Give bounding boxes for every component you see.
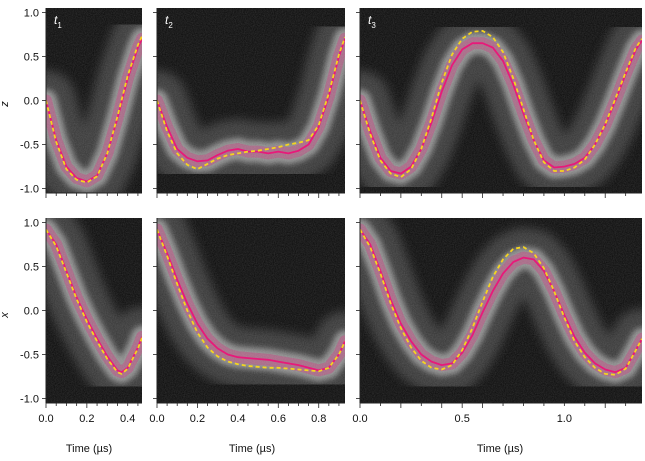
y-tick-label: -1.0 — [20, 184, 39, 196]
y-tick-label: 1.0 — [24, 7, 39, 19]
xlabel-3: Time (µs) — [477, 443, 523, 455]
y-tick-label: -0.5 — [20, 140, 39, 152]
panel-z-t3: t3 — [356, 8, 642, 198]
panel-label-subscript: 2 — [168, 21, 173, 30]
panels-group: 1.0 0.5 0.0 -0.5 -1.0 t1 t2 t3 1.0 0.5 0.0 -0.5 -1.0… — [20, 7, 642, 425]
panel-label: t1 — [54, 13, 62, 30]
x-tick-label: 0.4 — [230, 413, 245, 425]
panel-x-t2: 0.0 0.2 0.4 0.6 0.8 — [149, 218, 345, 425]
series-line-predicted — [360, 29, 642, 179]
y-tick-label: 1.0 — [24, 217, 39, 229]
x-tick-label: 1.0 — [557, 413, 572, 425]
x-tick-label: 0.6 — [271, 413, 286, 425]
series-line-measured — [360, 228, 642, 374]
x-tick-label: 0.0 — [38, 413, 53, 425]
density-noise — [360, 218, 642, 403]
panel-label: t3 — [368, 13, 376, 30]
density-noise — [157, 8, 345, 193]
x-tick-label: 0.2 — [190, 413, 205, 425]
x-tick-label: 0.4 — [120, 413, 135, 425]
y-tick-label: 0.0 — [24, 306, 39, 318]
row-label-x: x — [0, 312, 11, 319]
figure-labels: z x Time (µs) Time (µs) Time (µs) — [0, 101, 523, 455]
panel-x-t1: 1.0 0.5 0.0 -0.5 -1.0 0.0 0.2 0.4 — [20, 217, 142, 425]
series-line-predicted — [360, 229, 642, 376]
panel-z-t1: 1.0 0.5 0.0 -0.5 -1.0 t1 — [20, 7, 142, 198]
panel-label-subscript: 3 — [371, 21, 376, 30]
panel-label: t2 — [165, 13, 173, 30]
density-noise — [46, 8, 142, 193]
panel-x-t3: 0.0 0.5 1.0 — [352, 218, 642, 425]
row-label-z: z — [0, 101, 11, 108]
xlabel-2: Time (µs) — [229, 443, 275, 455]
y-tick-label: 0.5 — [24, 261, 39, 273]
density-noise — [157, 218, 345, 403]
density-noise — [360, 8, 642, 193]
x-tick-label: 0.0 — [352, 413, 367, 425]
x-tick-label: 0.2 — [79, 413, 94, 425]
series-line-measured — [360, 40, 642, 175]
x-tick-label: 0.8 — [311, 413, 326, 425]
y-tick-label: 0.0 — [24, 96, 39, 108]
panel-z-t2: t2 — [153, 8, 345, 198]
series-line-predicted — [46, 229, 142, 375]
x-tick-label: 0.5 — [455, 413, 470, 425]
x-tick-label: 0.0 — [149, 413, 164, 425]
series-line-predicted — [157, 36, 345, 171]
y-tick-label: -0.5 — [20, 350, 39, 362]
series-line-measured — [157, 229, 345, 372]
series-line-predicted — [46, 35, 142, 184]
y-tick-label: -1.0 — [20, 394, 39, 406]
y-tick-label: 0.5 — [24, 51, 39, 63]
panel-label-subscript: 1 — [57, 21, 62, 30]
xlabel-1: Time (µs) — [66, 443, 112, 455]
density-noise — [46, 218, 142, 403]
